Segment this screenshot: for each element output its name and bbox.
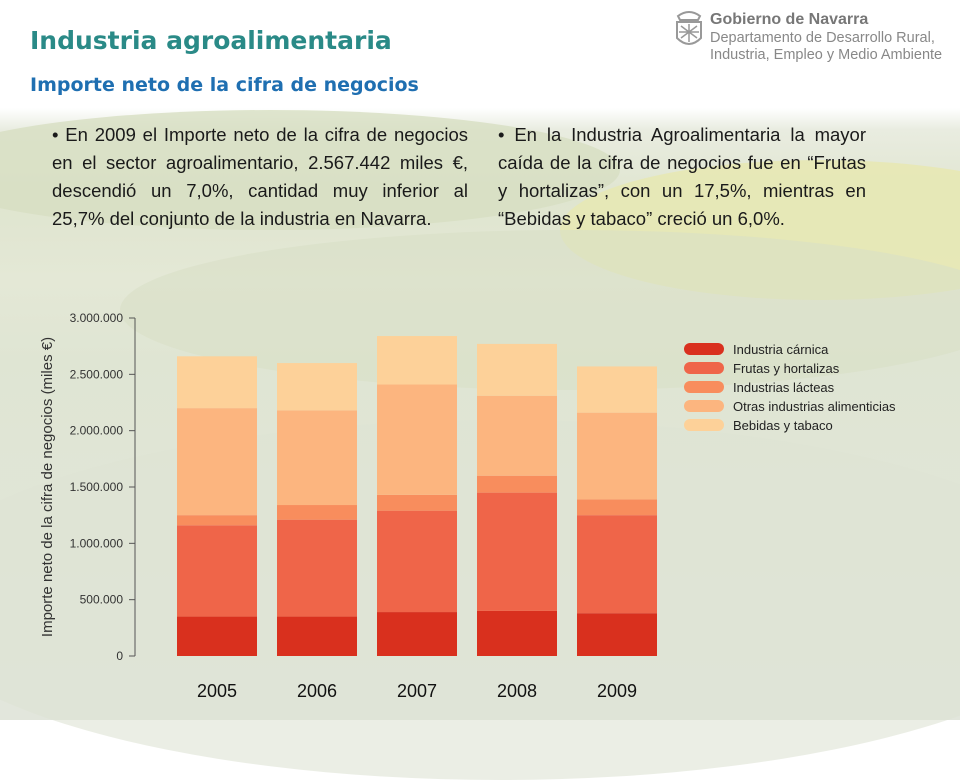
- x-tick-label: 2009: [597, 681, 637, 701]
- bar-segment: [177, 408, 257, 516]
- logo-line-3: Industria, Empleo y Medio Ambiente: [710, 46, 943, 63]
- legend-swatch: [684, 362, 724, 374]
- bullet-text-2: • En la Industria Agroalimentaria la may…: [498, 124, 866, 229]
- logo-line-2: Departamento de Desarrollo Rural,: [710, 30, 935, 46]
- bar-segment: [577, 515, 657, 614]
- bar-segment: [377, 384, 457, 495]
- y-axis-title: Importe neto de la cifra de negocios (mi…: [39, 337, 56, 637]
- bullet-text-1: • En 2009 el Importe neto de la cifra de…: [52, 124, 468, 229]
- bar-segment: [277, 410, 357, 506]
- bar-segment: [577, 412, 657, 500]
- bar-segment: [377, 510, 457, 613]
- legend-label: Frutas y hortalizas: [733, 361, 840, 376]
- gobierno-navarra-logo: Gobierno de Navarra Departamento de Desa…: [672, 6, 952, 70]
- x-tick-label: 2008: [497, 681, 537, 701]
- legend-label: Industrias lácteas: [733, 380, 835, 395]
- bar-segment: [577, 613, 657, 656]
- x-tick-label: 2006: [297, 681, 337, 701]
- bar-segment: [277, 616, 357, 656]
- bar-segment: [277, 363, 357, 411]
- y-tick-label: 3.000.000: [70, 311, 124, 325]
- bar-segment: [277, 519, 357, 617]
- legend-swatch: [684, 400, 724, 412]
- y-tick-label: 1.500.000: [70, 480, 124, 494]
- bar-segment: [477, 610, 557, 656]
- bar-segment: [177, 515, 257, 526]
- bar-segment: [277, 505, 357, 520]
- bar-segment: [377, 494, 457, 511]
- navarra-shield-icon: [676, 11, 702, 45]
- page-title: Industria agroalimentaria: [30, 26, 392, 55]
- bar-segment: [377, 612, 457, 656]
- legend-swatch: [684, 419, 724, 431]
- x-tick-label: 2007: [397, 681, 437, 701]
- bar-segment: [577, 366, 657, 413]
- y-tick-label: 0: [116, 649, 123, 663]
- legend-label: Otras industrias alimenticias: [733, 399, 896, 414]
- page-subtitle: Importe neto de la cifra de negocios: [30, 74, 419, 96]
- bar-segment: [177, 356, 257, 409]
- bar-segment: [177, 525, 257, 617]
- y-tick-label: 2.500.000: [70, 367, 124, 381]
- x-tick-label: 2005: [197, 681, 237, 701]
- legend-swatch: [684, 343, 724, 355]
- stacked-bar-chart: 0 500.000 1.000.000 1.500.000 2.000.000 2.500…: [39, 311, 896, 701]
- bar-segment: [477, 395, 557, 476]
- bar-segment: [477, 492, 557, 611]
- y-tick-label: 2.000.000: [70, 424, 124, 438]
- bar-segment: [577, 499, 657, 516]
- bar-segment: [477, 475, 557, 493]
- bar-segment: [377, 336, 457, 385]
- legend-label: Bebidas y tabaco: [733, 418, 833, 433]
- bar-segment: [477, 343, 557, 396]
- y-tick-label: 1.000.000: [70, 536, 124, 550]
- y-tick-label: 500.000: [80, 593, 124, 607]
- logo-line-1: Gobierno de Navarra: [710, 11, 869, 28]
- legend-swatch: [684, 381, 724, 393]
- legend-label: Industria cárnica: [733, 342, 829, 357]
- bar-segment: [177, 616, 257, 656]
